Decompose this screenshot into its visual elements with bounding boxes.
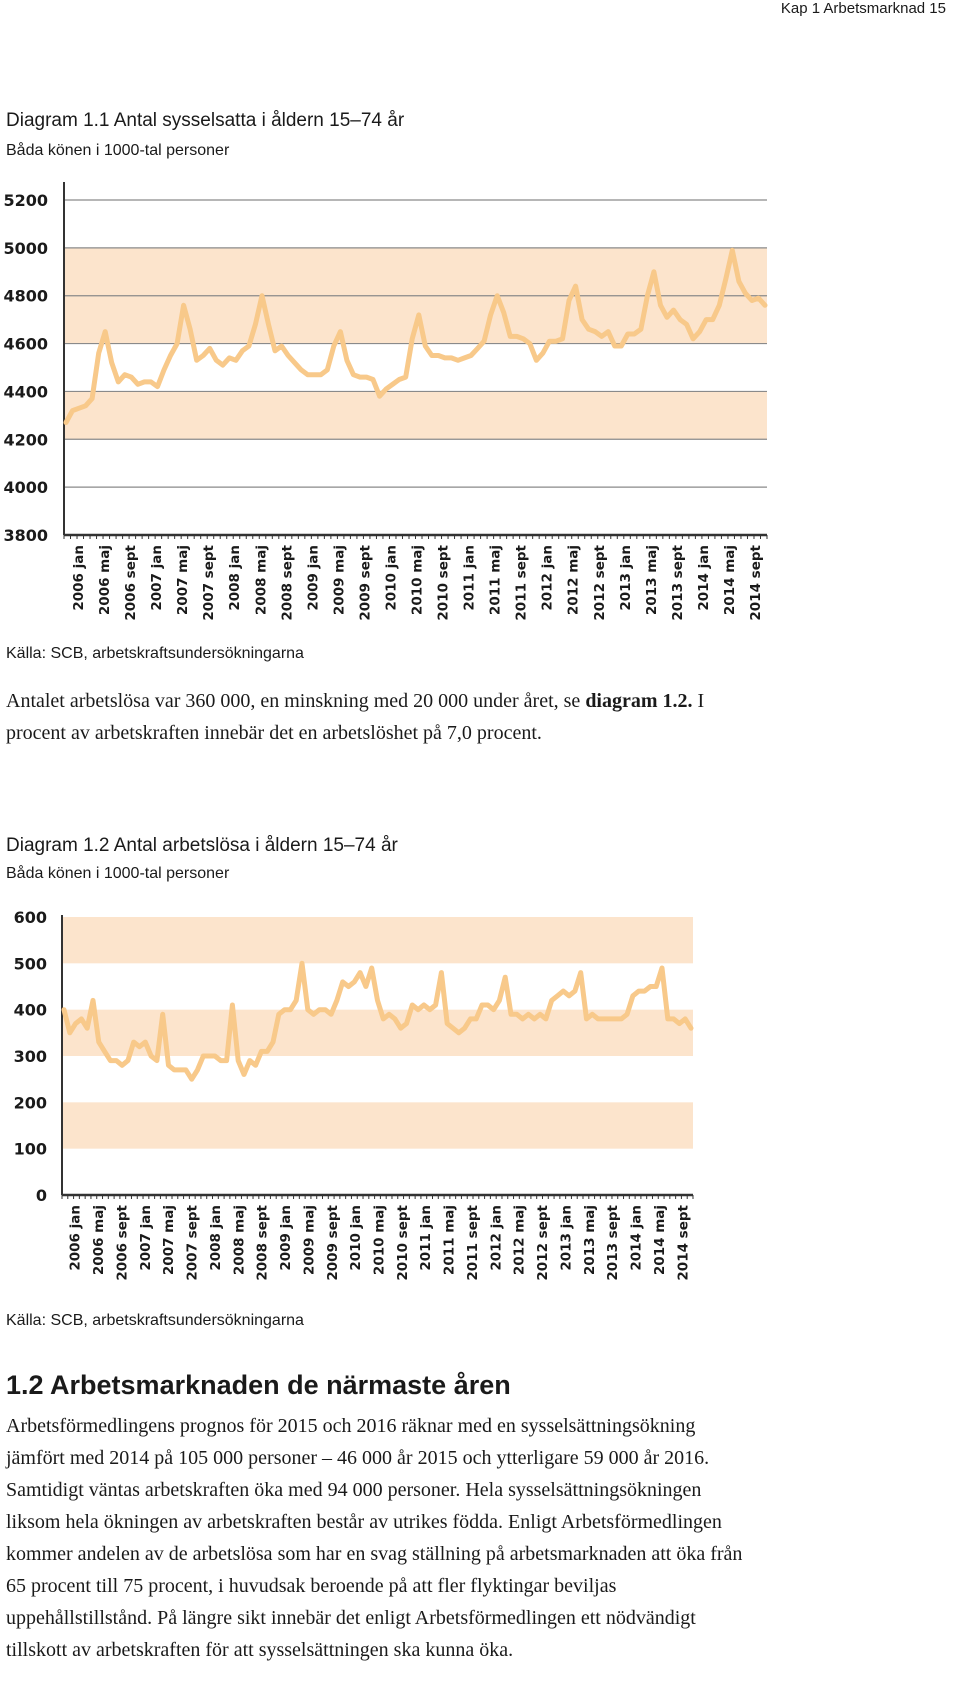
paragraph-text-1: Antalet arbetslösa var 360 000, en minsk… — [6, 690, 586, 712]
x-tick-label: 2010 jan — [383, 545, 399, 611]
x-tick-label: 2006 jan — [68, 1205, 84, 1271]
diagram-reference: diagram 1.2. — [585, 690, 693, 712]
series-line — [63, 247, 768, 425]
y-tick-label: 300 — [14, 1047, 47, 1066]
x-tick-label: 2007 sept — [201, 544, 217, 620]
x-tick-label: 2013 sept — [605, 1204, 621, 1280]
x-tick-label: 2010 sept — [436, 544, 452, 620]
band-2 — [64, 247, 767, 296]
x-tick-label: 2009 jan — [278, 1205, 294, 1271]
x-tick-label: 2006 sept — [123, 544, 139, 620]
x-tick-label: 2013 jan — [558, 1205, 574, 1271]
x-tick-label: 2007 maj — [161, 1205, 177, 1275]
x-tick-label: 2006 sept — [114, 1204, 130, 1280]
diagram2-source: Källa: SCB, arbetskraftsundersökningarna — [6, 1312, 304, 1329]
x-tick-label: 2011 sept — [514, 544, 530, 620]
x-tick-label: 2011 jan — [462, 545, 478, 611]
x-tick-label: 2009 sept — [357, 544, 373, 620]
y-tick-label: 5200 — [3, 191, 48, 210]
diagram1-title: Diagram 1.1 Antal sysselsatta i åldern 1… — [6, 110, 405, 131]
x-tick-label: 2008 maj — [231, 1205, 247, 1275]
x-tick-label: 2010 jan — [348, 1205, 364, 1271]
x-tick-label: 2008 sept — [279, 544, 295, 620]
y-tick-label: 4200 — [3, 430, 48, 449]
x-tick-label: 2014 jan — [696, 545, 712, 611]
section-heading: 1.2 Arbetsmarknaden de närmaste åren — [6, 1370, 511, 1400]
y-tick-label: 0 — [36, 1186, 47, 1205]
x-tick-label: 2014 maj — [722, 545, 738, 615]
y-tick-label: 4400 — [3, 382, 48, 401]
y-tick-label: 400 — [14, 1001, 47, 1020]
band-2 — [62, 917, 693, 964]
x-tick-label: 2014 jan — [629, 1205, 645, 1271]
x-tick-label: 2006 maj — [91, 1205, 107, 1275]
diagram2-title: Diagram 1.2 Antal arbetslösa i åldern 15… — [6, 835, 398, 856]
x-tick-label: 2010 maj — [372, 1205, 388, 1275]
y-tick-label: 200 — [14, 1093, 47, 1112]
x-tick-label: 2009 sept — [325, 1204, 341, 1280]
x-tick-label: 2011 sept — [465, 1204, 481, 1280]
page-header: Kap 1 Arbetsmarknad 15 — [780, 0, 946, 17]
y-tick-label: 4600 — [3, 335, 48, 354]
x-tick-label: 2012 jan — [488, 1205, 504, 1271]
x-tick-label: 2013 sept — [670, 544, 686, 620]
y-tick-label: 500 — [14, 954, 47, 973]
x-tick-label: 2012 maj — [566, 545, 582, 615]
x-tick-label: 2012 maj — [512, 1205, 528, 1275]
y-tick-label: 600 — [14, 908, 47, 927]
x-tick-label: 2007 maj — [175, 545, 191, 615]
diagram1-subtitle: Båda könen i 1000-tal personer — [6, 142, 230, 159]
paragraph-text-2: I procent av arbetskraften innebär det e… — [6, 690, 705, 744]
employment-chart: 5200 5000 4800 4600 4400 4200 4000 3800 2006 jan… — [3, 182, 768, 621]
y-tick-label: 100 — [14, 1140, 47, 1159]
band-0 — [64, 391, 767, 440]
x-tick-label: 2011 jan — [418, 1205, 434, 1271]
paragraph-unemployment: Antalet arbetslösa var 360 000, en minsk… — [6, 685, 756, 749]
diagram2-subtitle: Båda könen i 1000-tal personer — [6, 865, 230, 882]
x-tick-label: 2013 maj — [582, 1205, 598, 1275]
x-tick-label: 2014 sept — [675, 1204, 691, 1280]
x-tick-label: 2011 maj — [488, 545, 504, 615]
x-tick-label: 2009 jan — [305, 545, 321, 611]
diagram1-source: Källa: SCB, arbetskraftsundersökningarna — [6, 645, 304, 662]
x-tick-label: 2011 maj — [442, 1205, 458, 1275]
band-0 — [62, 1102, 693, 1149]
x-tick-label: 2013 maj — [644, 545, 660, 615]
x-tick-label: 2010 maj — [410, 545, 426, 615]
x-tick-label: 2007 jan — [149, 545, 165, 611]
x-tick-label: 2010 sept — [395, 1204, 411, 1280]
x-tick-label: 2009 maj — [331, 545, 347, 615]
y-tick-label: 4000 — [3, 478, 48, 497]
x-tick-label: 2006 jan — [71, 545, 87, 611]
x-tick-label: 2007 jan — [138, 1205, 154, 1271]
x-tick-label: 2013 jan — [618, 545, 634, 611]
x-tick-label: 2008 maj — [253, 545, 269, 615]
x-tick-label: 2007 sept — [185, 1204, 201, 1280]
unemployment-chart: 600 500 400 300 200 100 0 2006 jan 2006 maj 2006 … — [14, 908, 694, 1281]
x-tick-label: 2014 maj — [652, 1205, 668, 1275]
x-tick-label: 2012 jan — [540, 545, 556, 611]
x-tick-label: 2009 maj — [301, 1205, 317, 1275]
y-tick-label: 4800 — [3, 287, 48, 306]
x-tick-label: 2008 jan — [208, 1205, 224, 1271]
x-tick-label: 2006 maj — [97, 545, 113, 615]
x-tick-label: 2012 sept — [592, 544, 608, 620]
x-tick-label: 2012 sept — [535, 1204, 551, 1280]
y-tick-label: 5000 — [3, 239, 48, 258]
series-line — [61, 960, 694, 1082]
y-tick-label: 3800 — [3, 526, 48, 545]
x-tick-label: 2008 sept — [255, 1204, 271, 1280]
x-tick-label: 2014 sept — [748, 544, 764, 620]
x-tick-label: 2008 jan — [227, 545, 243, 611]
section-body: Arbetsförmedlingens prognos för 2015 och… — [6, 1415, 743, 1661]
